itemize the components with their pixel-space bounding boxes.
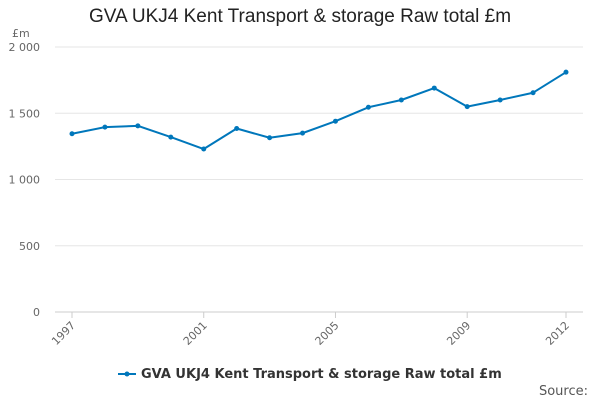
x-tick-label: 2009 bbox=[444, 319, 473, 348]
y-tick-labels: 0 500 1 000 1 500 2 000 bbox=[9, 41, 41, 319]
x-tick-label: 2005 bbox=[313, 319, 342, 348]
legend-label: GVA UKJ4 Kent Transport & storage Raw to… bbox=[141, 367, 502, 382]
data-point bbox=[201, 146, 207, 152]
y-tick-label: 1 500 bbox=[9, 107, 41, 120]
data-point bbox=[563, 69, 569, 75]
data-point bbox=[300, 130, 306, 136]
legend-marker bbox=[124, 371, 130, 377]
chart-title: GVA UKJ4 Kent Transport & storage Raw to… bbox=[88, 6, 512, 27]
source-label: Source: bbox=[539, 384, 588, 399]
data-point bbox=[168, 134, 174, 140]
data-point bbox=[464, 104, 470, 110]
axes bbox=[55, 311, 583, 318]
y-tick-label: 0 bbox=[33, 306, 40, 319]
data-point bbox=[102, 124, 108, 130]
x-tick-label: 2012 bbox=[543, 319, 572, 348]
data-point bbox=[135, 123, 141, 129]
series-line bbox=[71, 71, 567, 151]
data-point bbox=[365, 104, 371, 110]
data-point bbox=[234, 125, 240, 131]
data-point bbox=[530, 90, 536, 96]
series-layer bbox=[69, 69, 569, 152]
data-point bbox=[267, 135, 273, 141]
y-tick-label: 1 000 bbox=[9, 174, 41, 187]
y-axis-unit-label: £m bbox=[12, 27, 30, 40]
legend[interactable]: GVA UKJ4 Kent Transport & storage Raw to… bbox=[118, 367, 502, 382]
data-point bbox=[398, 97, 404, 103]
data-point bbox=[69, 131, 75, 137]
y-tick-label: 500 bbox=[19, 240, 40, 253]
y-tick-label: 2 000 bbox=[9, 41, 41, 54]
data-point bbox=[332, 118, 338, 124]
x-tick-labels: 1997 2001 2005 2009 2012 bbox=[49, 319, 572, 348]
data-point bbox=[497, 97, 503, 103]
x-tick-label: 2001 bbox=[181, 319, 210, 348]
x-tick-label: 1997 bbox=[49, 319, 78, 348]
gridlines bbox=[55, 46, 583, 247]
data-point bbox=[431, 85, 437, 91]
